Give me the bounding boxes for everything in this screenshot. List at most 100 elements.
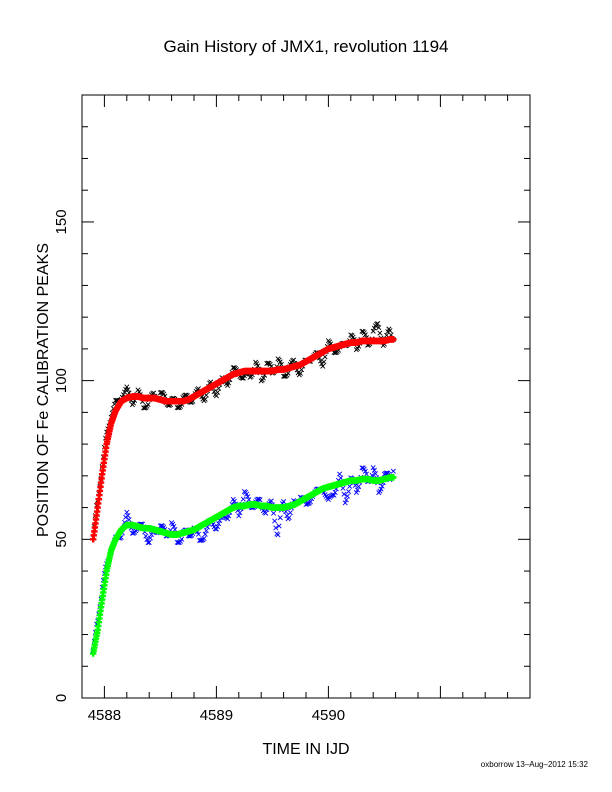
- data-point: [322, 354, 328, 360]
- data-point: [291, 357, 297, 363]
- data-point: [387, 328, 393, 334]
- series-layer: [90, 320, 397, 657]
- data-point: [277, 515, 283, 521]
- data-point: [337, 471, 343, 477]
- data-point: [225, 383, 231, 389]
- data-point: [352, 482, 358, 488]
- data-point: [202, 531, 208, 537]
- data-point: [145, 540, 151, 546]
- series-upper-peak-fit: [90, 336, 397, 543]
- data-point: [379, 483, 385, 489]
- data-point: [340, 485, 346, 491]
- data-point: [332, 489, 338, 495]
- y-tick-label: 50: [53, 531, 70, 548]
- data-point: [201, 535, 207, 541]
- data-point: [307, 499, 313, 505]
- y-tick-label: 0: [53, 694, 70, 702]
- data-point: [297, 370, 303, 376]
- data-point: [157, 390, 163, 396]
- x-axis-label: TIME IN IJD: [262, 741, 349, 758]
- data-point: [344, 493, 350, 499]
- data-point: [372, 471, 378, 477]
- data-point: [320, 363, 326, 369]
- data-point: [225, 516, 231, 522]
- data-point: [343, 497, 349, 503]
- data-point: [321, 359, 327, 365]
- data-point: [275, 532, 281, 538]
- data-point: [355, 487, 361, 493]
- data-point: [362, 468, 368, 474]
- data-point: [277, 359, 283, 365]
- x-tick-label: 4589: [200, 707, 233, 724]
- data-point: [376, 325, 382, 331]
- data-point: [125, 513, 131, 519]
- data-point: [203, 528, 209, 534]
- data-point: [286, 515, 292, 521]
- data-point: [231, 498, 237, 504]
- data-point: [278, 361, 284, 367]
- data-point: [215, 524, 221, 530]
- data-point: [122, 389, 128, 395]
- x-axis-ticks: 4588 4589 4590: [81, 95, 531, 724]
- data-point: [332, 350, 338, 356]
- data-point: [263, 510, 269, 516]
- series-lower-peak-measurements: [90, 465, 396, 653]
- data-point: [145, 402, 151, 408]
- data-point: [347, 483, 353, 489]
- data-point: [287, 510, 293, 516]
- data-point: [216, 521, 222, 527]
- data-point: [157, 523, 163, 529]
- data-point: [276, 523, 282, 529]
- data-point: [377, 330, 383, 336]
- data-point: [370, 465, 376, 471]
- fit-point: [390, 336, 397, 343]
- data-point: [260, 375, 266, 381]
- y-axis-label: POSITION OF Fe CALIBRATION PEAKS: [35, 243, 52, 537]
- data-point: [371, 467, 377, 473]
- data-point: [124, 384, 130, 390]
- data-point: [174, 405, 180, 411]
- data-point: [378, 486, 384, 492]
- data-point: [255, 363, 261, 369]
- data-point: [174, 539, 180, 545]
- data-point: [281, 499, 287, 505]
- data-point: [338, 475, 344, 481]
- data-point: [245, 494, 251, 500]
- data-point: [213, 393, 219, 399]
- data-point: [273, 525, 279, 531]
- data-point: [272, 518, 278, 524]
- y-tick-label: 100: [53, 368, 70, 393]
- data-point: [341, 491, 347, 497]
- data-point: [240, 375, 246, 381]
- data-point: [244, 491, 250, 497]
- data-point: [195, 531, 201, 537]
- data-point: [236, 513, 242, 519]
- data-point: [384, 470, 390, 476]
- x-tick-label: 4590: [312, 707, 345, 724]
- data-point: [143, 533, 149, 539]
- data-point: [346, 488, 352, 494]
- data-point: [370, 328, 376, 334]
- data-point: [131, 400, 137, 406]
- data-point: [362, 332, 368, 338]
- data-point: [237, 510, 243, 516]
- data-point: [202, 396, 208, 402]
- data-point: [172, 527, 178, 533]
- data-point: [124, 509, 130, 515]
- data-point: [342, 500, 348, 506]
- data-point: [271, 510, 277, 516]
- y-tick-label: 150: [53, 209, 70, 234]
- data-point: [215, 389, 221, 395]
- data-point: [268, 498, 274, 504]
- data-point: [240, 496, 246, 502]
- fit-point: [390, 474, 397, 481]
- data-point: [226, 380, 232, 386]
- data-point: [171, 523, 177, 529]
- data-point: [363, 471, 369, 477]
- data-point: [390, 468, 396, 474]
- data-point: [213, 526, 219, 532]
- data-point: [356, 484, 362, 490]
- series-lower-peak-fit: [90, 474, 397, 657]
- chart-title: Gain History of JMX1, revolution 1194: [163, 37, 448, 56]
